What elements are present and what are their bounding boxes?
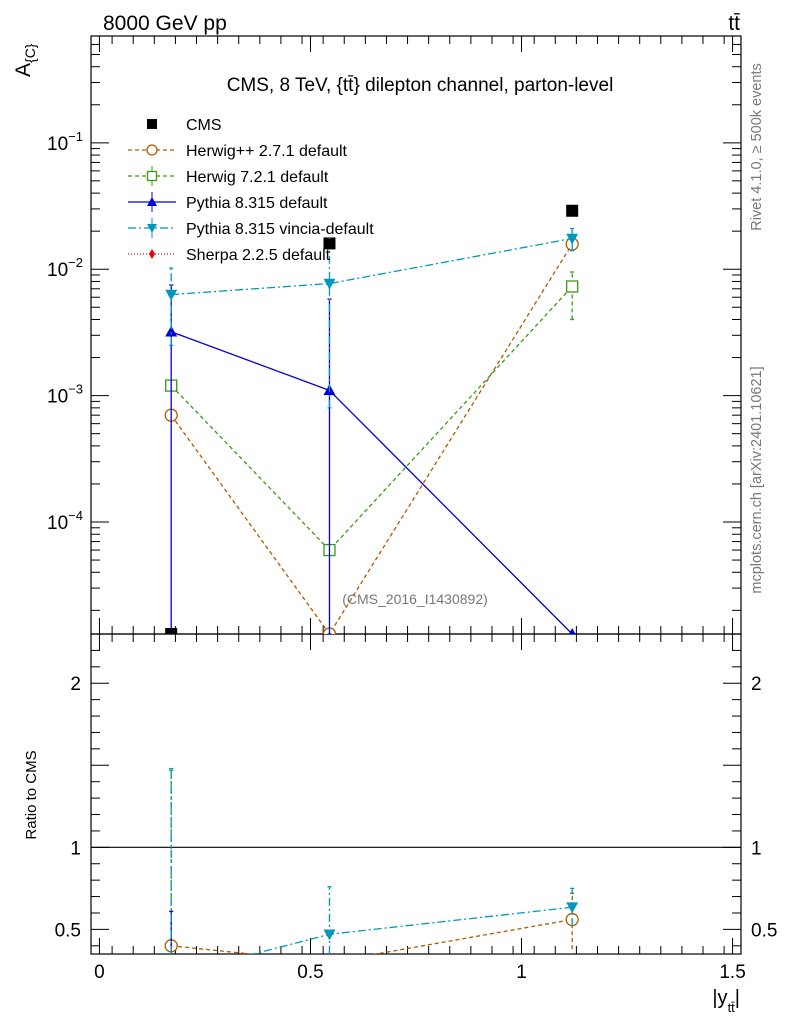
legend: CMS Herwig++ 2.7.1 default Herwig 7.2.1 de… (128, 117, 374, 264)
legend-label: Herwig 7.2.1 default (186, 169, 329, 186)
series-3-line (170, 331, 573, 634)
x-axis-label: |ytt̄| (712, 987, 740, 1015)
legend-label: Pythia 8.315 vincia-default (186, 221, 374, 238)
y-axis-label-main: A{C} (12, 43, 38, 77)
main-panel-series (164, 204, 579, 634)
marker-triangle-up (568, 628, 576, 634)
marker-triangle-up (165, 325, 178, 337)
side-label-top: Rivet 4.1.0, ≥ 500k events (749, 63, 765, 231)
marker-square-open (566, 280, 579, 293)
y-tick-label-main: 10−1 (47, 129, 83, 155)
chart-title: CMS, 8 TeV, {tt̄} dilepton channel, part… (227, 75, 614, 96)
y-tick-label-ratio: 1 (70, 838, 81, 859)
marker-triangle-up (147, 197, 157, 206)
marker-square (147, 119, 157, 129)
watermark: (CMS_2016_I1430892) (342, 591, 488, 607)
series-1-ratio-line (171, 918, 573, 954)
x-tick-label: 0.5 (297, 962, 323, 983)
x-tick-label: 1 (516, 962, 527, 983)
marker-square-open (146, 170, 158, 182)
series-4-ratio-line (250, 906, 573, 954)
marker-triangle-down (323, 929, 336, 941)
legend-label: Sherpa 2.2.5 default (186, 247, 331, 264)
ratio-panel-series (164, 767, 579, 970)
series-1-line (170, 243, 573, 634)
y-axis-label-ratio: Ratio to CMS (23, 750, 40, 839)
y-tick-label-main: 10−4 (47, 508, 83, 534)
y-tick-label-main: 10−2 (47, 255, 83, 281)
marker-triangle-down (165, 289, 178, 301)
marker-diamond (149, 249, 155, 259)
series-2-line (170, 286, 573, 551)
y-tick-label-main: 10−3 (47, 382, 83, 408)
axis-ticks: 0 0.5 1 1.5 10−1 10−2 10−3 10−4 0.5 0.5 1 1 2 2 (47, 36, 777, 983)
header-left: 8000 GeV pp (103, 12, 227, 35)
x-tick-label: 0 (94, 962, 105, 983)
header-right: tt̄ (728, 12, 740, 35)
marker-square (166, 629, 177, 634)
legend-label: CMS (186, 117, 222, 134)
series-4-line (171, 237, 573, 296)
legend-label: Pythia 8.315 default (186, 195, 328, 212)
marker-square (567, 205, 578, 216)
y-tick-label-ratio-right: 1 (751, 838, 762, 859)
y-tick-label-ratio: 0.5 (55, 920, 81, 941)
series-2-ratio-line (171, 962, 572, 970)
ratio-frame (90, 633, 742, 955)
legend-label: Herwig++ 2.7.1 default (186, 143, 348, 160)
y-tick-label-ratio: 2 (70, 674, 81, 695)
side-label-bottom: mcplots.cern.ch [arXiv:2401.10621] (749, 366, 765, 593)
marker-triangle-down (323, 278, 336, 290)
y-tick-label-ratio-right: 0.5 (751, 920, 777, 941)
marker-triangle-down (147, 224, 157, 233)
y-tick-label-ratio-right: 2 (751, 674, 762, 695)
marker-square (324, 238, 335, 249)
marker-circle (146, 144, 158, 156)
marker-triangle-down (566, 902, 579, 914)
x-tick-label: 1.5 (719, 962, 745, 983)
marker-triangle-down (566, 233, 579, 245)
series-layer (164, 204, 579, 970)
